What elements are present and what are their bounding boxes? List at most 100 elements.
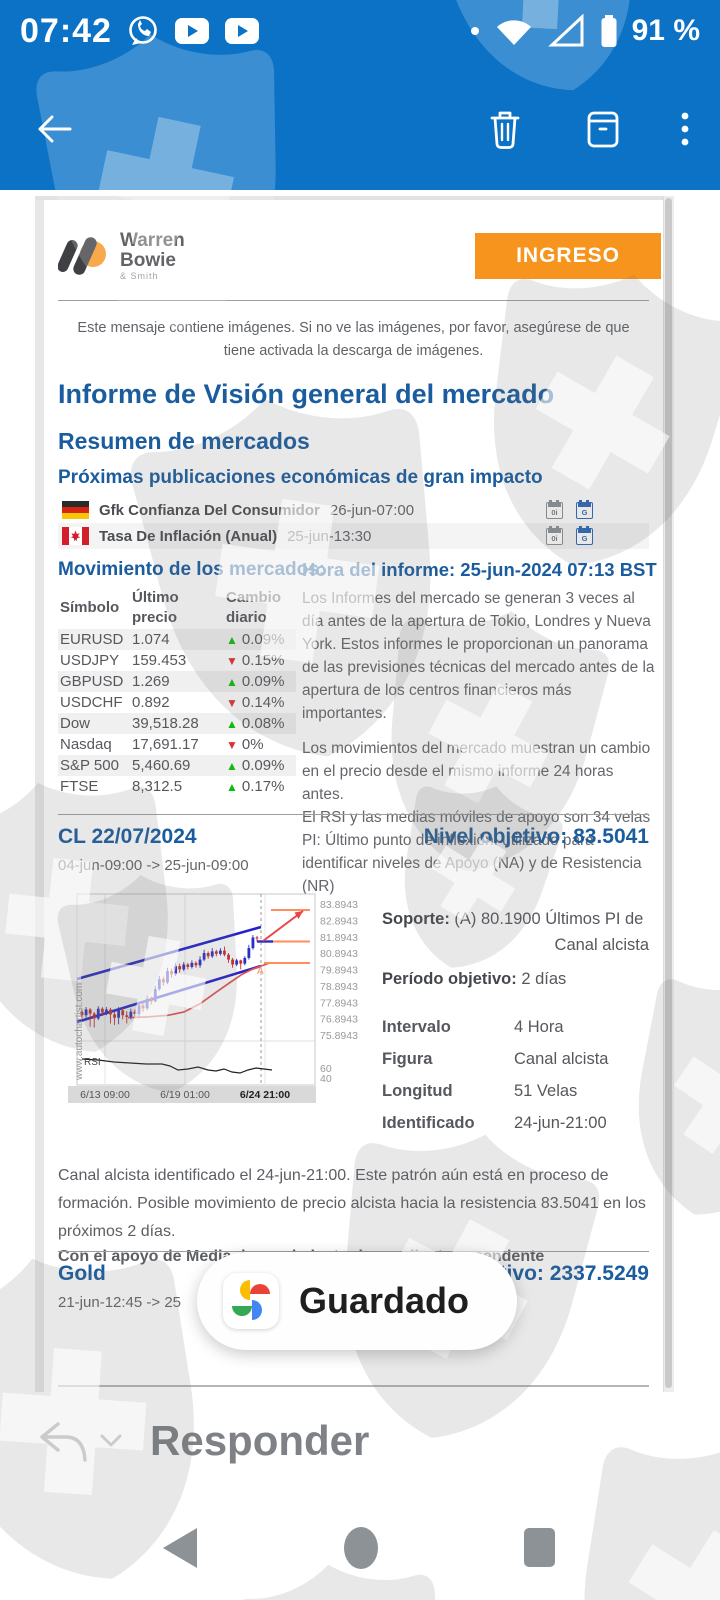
email-body: Warren Bowie & Smith INGRESO Este mensaj… [44,196,663,1392]
event-name: Tasa De Inflación (Anual) [99,527,278,545]
cell-symbol: GBPUSD [60,673,124,691]
cl-title: CL 22/07/2024 [58,825,197,848]
report-paragraph: Los Informes del mercado se generan 3 ve… [302,590,655,723]
detail-value: Canal alcista [514,1050,609,1068]
reply-button-label[interactable]: Responder [150,1417,370,1464]
summary-heading: Resumen de mercados [58,428,310,455]
cell-change: ▼ 0% [226,736,296,753]
ics-calendar-icon[interactable]: 0i [546,499,563,519]
pattern-detail-row: Figura Canal alcista [382,1050,649,1069]
svg-text:83.8943: 83.8943 [320,899,358,911]
change-value: 0.17% [241,778,285,796]
cell-change: ▼ 0.15% [226,652,296,669]
cl-chart-row: A RSI 6/13 09:00 6/19 01:00 6/24 21:00 83.894… [58,884,649,1146]
ingreso-button[interactable]: INGRESO [475,233,661,279]
reply-options-chevron-icon[interactable] [98,1431,124,1451]
svg-text:77.8943: 77.8943 [320,997,358,1009]
svg-text:A: A [257,966,264,977]
battery-icon [601,15,617,47]
change-value: 0.08% [241,715,285,733]
google-calendar-icon[interactable]: G [576,499,593,519]
back-button[interactable] [28,107,76,151]
change-value: 0.09% [241,631,285,649]
change-value: 0.14% [241,694,285,712]
cell-symbol: EURUSD [60,631,124,649]
email-title: Informe de Visión general del mercado [58,379,555,410]
down-arrow-icon: ▼ [226,738,238,753]
nav-recents-icon[interactable] [524,1528,555,1567]
cell-price: 5,460.69 [132,757,191,775]
cl-section-divider [58,814,649,815]
cell-symbol: S&P 500 [60,757,119,775]
nav-back-icon[interactable] [163,1528,197,1568]
cl-pattern-section: CL 22/07/2024 Nivel objetivo: 83.5041 04… [58,814,649,1266]
cell-change: ▲ 0.09% [226,757,296,774]
detail-value: 4 Hora [514,1018,564,1036]
scrollbar-thumb[interactable] [665,198,672,1388]
clock: 07:42 [20,11,112,50]
photos-pinwheel-icon [232,1280,270,1320]
svg-text:RSI: RSI [84,1057,101,1068]
detail-label: Figura [382,1050,433,1068]
pattern-detail-rows: Intervalo 4 Hora Figura Canal alcista Longit… [382,1018,649,1133]
gold-title: Gold [58,1262,106,1285]
overflow-menu-button[interactable] [678,105,692,153]
germany-flag-icon [62,501,89,520]
market-table-row: S&P 500 5,460.69 ▲ 0.09% [58,755,296,777]
webview-left-edge [35,196,44,1392]
delete-button[interactable] [482,105,528,153]
change-value: 0.15% [241,652,285,670]
svg-text:www.autochartist.com: www.autochartist.com [74,983,85,1081]
svg-text:76.8943: 76.8943 [320,1014,358,1026]
google-calendar-icon[interactable]: G [576,525,593,545]
event-time: 26-jun-07:00 [329,501,415,519]
svg-text:75.8943: 75.8943 [320,1030,358,1042]
cl-section-header: CL 22/07/2024 Nivel objetivo: 83.5041 [58,825,649,849]
svg-text:79.8943: 79.8943 [320,965,358,977]
cell-symbol: Dow [60,715,91,733]
cell-symbol: Nasdaq [60,736,112,754]
cl-target-level: Nivel objetivo: 83.5041 [423,825,649,848]
warren-bowie-logo-icon [58,237,106,275]
youtube-notification-icon [174,18,209,44]
svg-text:6/19 01:00: 6/19 01:00 [160,1089,210,1101]
up-arrow-icon: ▲ [226,759,238,774]
cl-date-range: 04-jun-09:00 -> 25-jun-09:00 [58,857,249,874]
wifi-icon [496,20,531,45]
economic-event-row: Tasa De Inflación (Anual) 25-jun-13:30 0i G [58,523,649,550]
archive-button[interactable] [580,105,626,153]
brand-name-line2: Bowie [120,250,176,271]
reply-bar[interactable]: Responder [0,1406,720,1476]
market-table-header: Símbolo Último precio Cambio diario [58,587,296,629]
detail-label: Intervalo [382,1018,451,1036]
reply-arrow-icon [40,1422,87,1462]
brand-logo: Warren Bowie & Smith [58,231,185,281]
change-value: 0.09% [241,757,285,775]
svg-text:82.8943: 82.8943 [320,915,358,927]
pattern-detail-row: Longitud 51 Velas [382,1082,649,1101]
svg-text:6/24 21:00: 6/24 21:00 [240,1089,290,1101]
market-table-row: FTSE 8,312.5 ▲ 0.17% [58,776,296,797]
nav-home-icon[interactable] [344,1527,378,1569]
battery-percentage: 91 % [631,14,700,47]
gold-section-divider [58,1251,649,1252]
svg-text:81.8943: 81.8943 [320,932,358,944]
report-paragraph: Los movimientos del mercado muestran un … [302,740,651,804]
images-notice: Este mensaje contiene imágenes. Si no ve… [77,320,630,360]
google-photos-icon [223,1273,279,1329]
ics-calendar-icon[interactable]: 0i [546,525,563,545]
support-label: Soporte: [382,910,450,928]
email-scrollbar[interactable] [663,196,674,1392]
market-table-row: USDCHF 0.892 ▼ 0.14% [58,692,296,713]
gold-date-range: 21-jun-12:45 -> 25 [58,1294,182,1311]
economic-events-list: Gfk Confianza Del Consumidor 26-jun-07:00… [58,497,649,550]
cl-chart: A RSI 6/13 09:00 6/19 01:00 6/24 21:00 83.894… [58,884,378,1146]
down-arrow-icon: ▼ [226,654,238,669]
support-value: (A) 80.1900 Últimos PI de [449,910,644,928]
cell-change: ▲ 0.09% [226,673,296,690]
market-table-row: Dow 39,518.28 ▲ 0.08% [58,713,296,735]
cell-price: 0.892 [132,694,170,712]
detail-value: 51 Velas [514,1082,578,1100]
archive-icon [587,111,619,148]
pattern-detail-row: Intervalo 4 Hora [382,1018,649,1037]
